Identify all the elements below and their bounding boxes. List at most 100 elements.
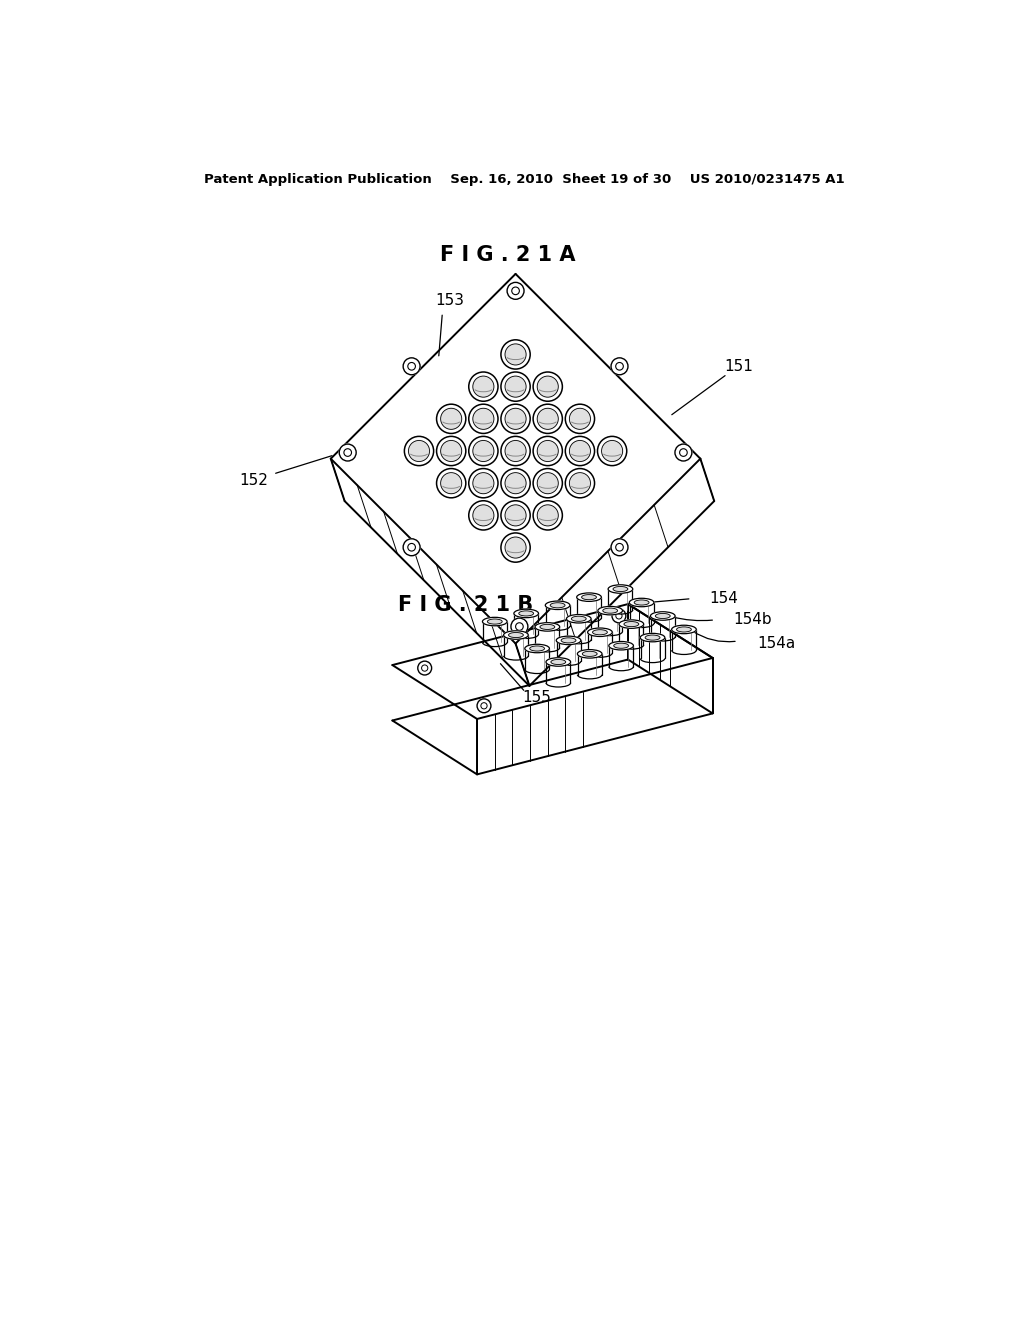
- Text: F I G . 2 1 B: F I G . 2 1 B: [398, 595, 534, 615]
- Ellipse shape: [672, 626, 696, 634]
- Ellipse shape: [645, 635, 659, 640]
- Circle shape: [611, 358, 628, 375]
- Circle shape: [469, 404, 498, 433]
- Circle shape: [511, 618, 528, 635]
- Ellipse shape: [608, 585, 633, 593]
- Circle shape: [473, 408, 494, 429]
- Circle shape: [473, 504, 494, 525]
- Text: 151: 151: [724, 359, 754, 374]
- Ellipse shape: [630, 598, 654, 607]
- Circle shape: [538, 504, 558, 525]
- Ellipse shape: [634, 601, 649, 605]
- Ellipse shape: [550, 603, 565, 607]
- Circle shape: [538, 408, 558, 429]
- Text: 154: 154: [710, 591, 738, 606]
- Ellipse shape: [504, 631, 528, 639]
- Text: 154a: 154a: [757, 636, 796, 651]
- Ellipse shape: [613, 586, 628, 591]
- Ellipse shape: [571, 616, 586, 622]
- Ellipse shape: [577, 593, 601, 602]
- Ellipse shape: [593, 630, 607, 635]
- Ellipse shape: [529, 645, 545, 651]
- Circle shape: [436, 404, 466, 433]
- Circle shape: [505, 408, 526, 429]
- Circle shape: [469, 372, 498, 401]
- Circle shape: [534, 500, 562, 531]
- Circle shape: [565, 404, 595, 433]
- Circle shape: [404, 437, 433, 466]
- Ellipse shape: [578, 649, 602, 659]
- Ellipse shape: [609, 642, 634, 649]
- Circle shape: [469, 469, 498, 498]
- Ellipse shape: [509, 632, 523, 638]
- Circle shape: [501, 437, 530, 466]
- Ellipse shape: [540, 624, 555, 630]
- Circle shape: [534, 404, 562, 433]
- Circle shape: [611, 539, 628, 556]
- Ellipse shape: [650, 611, 675, 620]
- Ellipse shape: [551, 660, 565, 664]
- Ellipse shape: [613, 643, 629, 648]
- Circle shape: [501, 469, 530, 498]
- Text: F I G . 2 1 A: F I G . 2 1 A: [440, 244, 575, 264]
- Circle shape: [436, 469, 466, 498]
- Circle shape: [534, 372, 562, 401]
- Circle shape: [501, 339, 530, 370]
- Ellipse shape: [561, 638, 575, 643]
- Circle shape: [505, 441, 526, 462]
- Circle shape: [505, 345, 526, 364]
- Text: 154b: 154b: [733, 612, 772, 627]
- Circle shape: [501, 404, 530, 433]
- Ellipse shape: [519, 611, 534, 616]
- Ellipse shape: [677, 627, 691, 632]
- Circle shape: [436, 437, 466, 466]
- Circle shape: [538, 473, 558, 494]
- Ellipse shape: [556, 636, 581, 644]
- Circle shape: [505, 473, 526, 494]
- Circle shape: [565, 437, 595, 466]
- Circle shape: [675, 444, 692, 461]
- Circle shape: [534, 469, 562, 498]
- Ellipse shape: [536, 623, 560, 631]
- Circle shape: [569, 473, 591, 494]
- Circle shape: [505, 537, 526, 558]
- Text: 155: 155: [522, 690, 552, 705]
- Circle shape: [505, 504, 526, 525]
- Circle shape: [473, 441, 494, 462]
- Circle shape: [469, 437, 498, 466]
- Circle shape: [565, 469, 595, 498]
- Circle shape: [440, 441, 462, 462]
- Ellipse shape: [655, 614, 670, 619]
- Ellipse shape: [640, 634, 665, 642]
- Ellipse shape: [583, 651, 597, 656]
- Circle shape: [597, 437, 627, 466]
- Text: Patent Application Publication    Sep. 16, 2010  Sheet 19 of 30    US 2010/02314: Patent Application Publication Sep. 16, …: [205, 173, 845, 186]
- Ellipse shape: [546, 601, 570, 610]
- Circle shape: [473, 473, 494, 494]
- Circle shape: [501, 533, 530, 562]
- Circle shape: [440, 408, 462, 429]
- Circle shape: [505, 376, 526, 397]
- Circle shape: [501, 372, 530, 401]
- Circle shape: [473, 376, 494, 397]
- Ellipse shape: [624, 622, 639, 627]
- Ellipse shape: [598, 606, 623, 615]
- Ellipse shape: [482, 618, 507, 626]
- Ellipse shape: [514, 610, 539, 618]
- Circle shape: [403, 539, 420, 556]
- Ellipse shape: [487, 619, 502, 624]
- Ellipse shape: [566, 615, 591, 623]
- Ellipse shape: [524, 644, 550, 653]
- Ellipse shape: [582, 594, 596, 599]
- Circle shape: [501, 500, 530, 531]
- Circle shape: [612, 609, 626, 623]
- Ellipse shape: [546, 657, 570, 667]
- Ellipse shape: [620, 620, 644, 628]
- Circle shape: [601, 441, 623, 462]
- Text: 152: 152: [240, 473, 268, 488]
- Circle shape: [339, 444, 356, 461]
- Circle shape: [538, 376, 558, 397]
- Text: 153: 153: [435, 293, 465, 309]
- Circle shape: [477, 698, 490, 713]
- Circle shape: [569, 441, 591, 462]
